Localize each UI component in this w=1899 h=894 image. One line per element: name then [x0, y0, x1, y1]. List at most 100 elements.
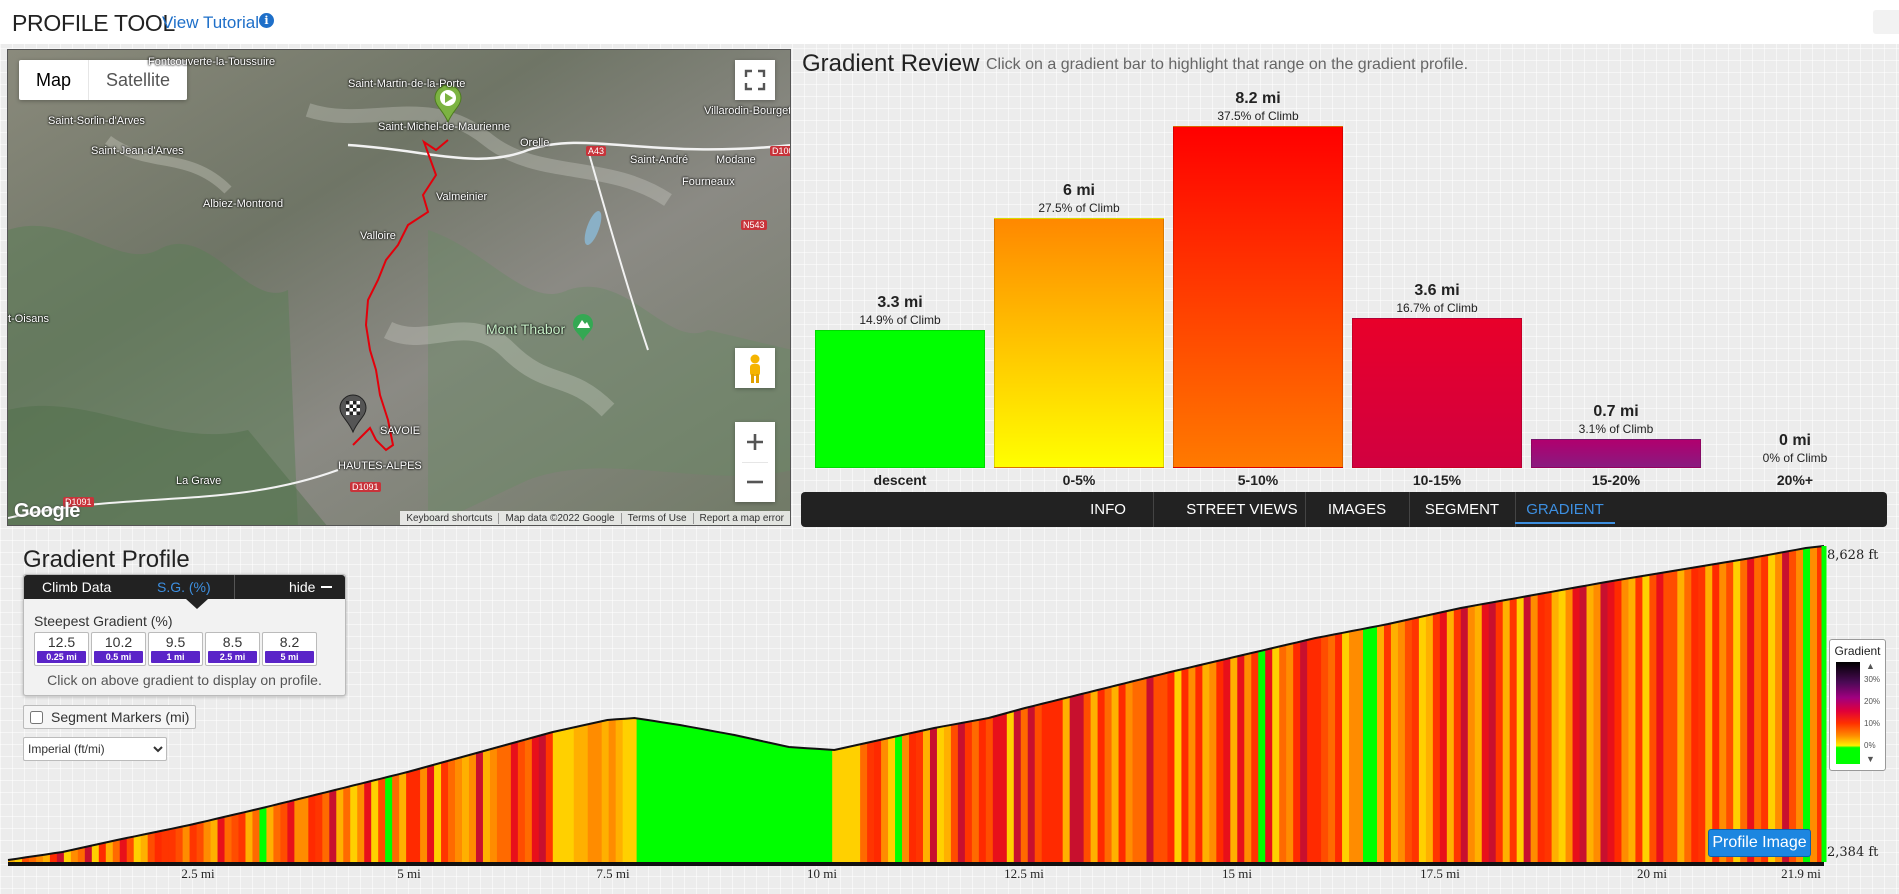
tab-gradient[interactable]: GRADIENT: [1515, 492, 1615, 527]
gradient-legend: Gradient ▲ 30% 20% 10% 0% ▼: [1829, 639, 1886, 771]
min-elevation-label: 2,384 ft: [1827, 845, 1879, 860]
profile-gradient-segment: [999, 713, 1008, 862]
keyboard-shortcuts-link[interactable]: Keyboard shortcuts: [406, 512, 493, 524]
profile-gradient-segment: [1712, 563, 1720, 862]
pegman-button[interactable]: [735, 348, 775, 388]
road-sign: D100: [770, 146, 790, 156]
start-marker-icon[interactable]: [433, 84, 463, 124]
bar-percent-label: 3.1% of Climb: [1578, 421, 1654, 436]
minus-icon: [747, 480, 763, 484]
route-map[interactable]: Map Satellite: [7, 49, 791, 526]
profile-gradient-segment: [1775, 553, 1783, 862]
place-label: Modane: [716, 154, 756, 166]
profile-gradient-segment: [287, 800, 295, 862]
gradient-bar[interactable]: [1352, 317, 1522, 468]
profile-gradient-segment: [1467, 606, 1476, 862]
steepest-gradient-button[interactable]: 12.5 0.25 mi: [34, 632, 89, 666]
bar-percent-label: 27.5% of Climb: [1038, 200, 1120, 215]
profile-gradient-segment: [818, 749, 826, 862]
arrow-up-icon: ▲: [1866, 661, 1875, 671]
x-axis-tick: 21.9 mi: [1781, 866, 1821, 881]
profile-gradient-segment: [196, 822, 205, 862]
zoom-out-button[interactable]: [735, 462, 775, 502]
gradient-bar[interactable]: [1173, 126, 1343, 468]
units-select[interactable]: Imperial (ft/mi): [23, 737, 167, 761]
profile-gradient-segment: [559, 729, 568, 862]
place-label: Fourneaux: [682, 176, 735, 188]
view-tutorial-link[interactable]: View Tutorial: [162, 13, 260, 32]
x-axis-tick: 10 mi: [807, 866, 837, 881]
satellite-view-button[interactable]: Satellite: [88, 60, 187, 100]
profile-gradient-segment: [1810, 547, 1818, 862]
profile-gradient-segment: [741, 737, 749, 862]
x-axis-tick: 20 mi: [1637, 866, 1667, 881]
bar-percent-label: 37.5% of Climb: [1217, 109, 1299, 124]
profile-gradient-segment: [28, 856, 37, 862]
profile-gradient-segment: [1062, 697, 1071, 862]
profile-gradient-segment: [860, 743, 868, 862]
profile-gradient-segment: [1796, 549, 1804, 862]
profile-gradient-segment: [112, 840, 121, 862]
gradient-bar[interactable]: [1531, 438, 1701, 468]
profile-gradient-segment: [1321, 636, 1329, 862]
profile-gradient-segment: [1118, 683, 1127, 862]
profile-gradient-segment: [804, 748, 812, 862]
finish-marker-icon[interactable]: [338, 394, 368, 434]
profile-gradient-segment: [434, 763, 442, 862]
x-axis-tick: 12.5 mi: [1004, 866, 1044, 881]
steepest-gradient-button[interactable]: 8.5 2.5 mi: [205, 632, 260, 666]
steepest-gradient-button[interactable]: 9.5 1 mi: [148, 632, 203, 666]
hide-panel-button[interactable]: hide: [289, 579, 316, 595]
profile-gradient-segment: [909, 732, 917, 862]
bar-percent-label: 0% of Climb: [1762, 451, 1828, 465]
profile-gradient-segment: [1516, 597, 1525, 862]
profile-gradient-segment: [1083, 692, 1092, 862]
steepest-gradient-tab[interactable]: S.G. (%): [157, 579, 211, 595]
profile-gradient-segment: [448, 759, 456, 862]
zoom-in-button[interactable]: [735, 422, 775, 462]
profile-gradient-segment: [790, 747, 798, 862]
info-icon[interactable]: i: [259, 13, 274, 28]
profile-gradient-segment: [902, 734, 910, 862]
tab-info[interactable]: INFO: [1063, 492, 1154, 527]
tab-street-views[interactable]: STREET VIEWS: [1179, 492, 1306, 527]
profile-gradient-segment: [1425, 614, 1434, 862]
segment-markers-toggle[interactable]: Segment Markers (mi): [23, 705, 197, 729]
map-view-button[interactable]: Map: [36, 70, 72, 90]
profile-gradient-segment: [259, 807, 268, 862]
x-axis-tick: 7.5 mi: [596, 866, 630, 881]
profile-gradient-segment: [713, 731, 722, 862]
profile-gradient-segment: [692, 727, 701, 862]
segment-markers-label: Segment Markers (mi): [51, 709, 190, 725]
gradient-profile-chart[interactable]: [0, 540, 1899, 894]
gradient-bar[interactable]: [815, 330, 985, 468]
profile-gradient-segment: [1537, 593, 1546, 862]
steepest-gradient-button[interactable]: 10.2 0.5 mi: [91, 632, 146, 666]
steepest-gradient-button[interactable]: 8.2 5 mi: [262, 632, 317, 666]
profile-gradient-segment: [238, 812, 247, 862]
app-title: PROFILE TOOL: [12, 10, 175, 36]
profile-gradient-segment: [1356, 629, 1364, 862]
profile-gradient-segment: [489, 748, 498, 862]
profile-gradient-segment: [1698, 566, 1706, 862]
mountain-poi-icon[interactable]: [572, 314, 594, 342]
profile-gradient-segment: [1293, 642, 1301, 862]
climb-data-tab[interactable]: Climb Data: [42, 579, 112, 595]
profile-gradient-segment: [1272, 647, 1280, 862]
tab-segment[interactable]: SEGMENT: [1409, 492, 1516, 527]
segment-markers-checkbox[interactable]: [30, 710, 43, 724]
place-label: Villarodin-Bourget: [704, 105, 791, 117]
tab-images[interactable]: IMAGES: [1305, 492, 1410, 527]
profile-gradient-segment: [1544, 592, 1553, 862]
fullscreen-button[interactable]: [735, 60, 775, 100]
corner-tab-icon[interactable]: [1873, 10, 1899, 34]
profile-gradient-segment: [1691, 567, 1699, 862]
report-error-link[interactable]: Report a map error: [692, 512, 790, 524]
gradient-bar[interactable]: [994, 217, 1164, 468]
place-label: Orelle: [520, 137, 550, 149]
profile-gradient-segment: [378, 778, 386, 862]
profile-image-button[interactable]: Profile Image: [1708, 829, 1811, 857]
profile-gradient-segment: [895, 735, 903, 862]
profile-gradient-segment: [734, 735, 742, 862]
terms-link[interactable]: Terms of Use: [620, 512, 693, 524]
